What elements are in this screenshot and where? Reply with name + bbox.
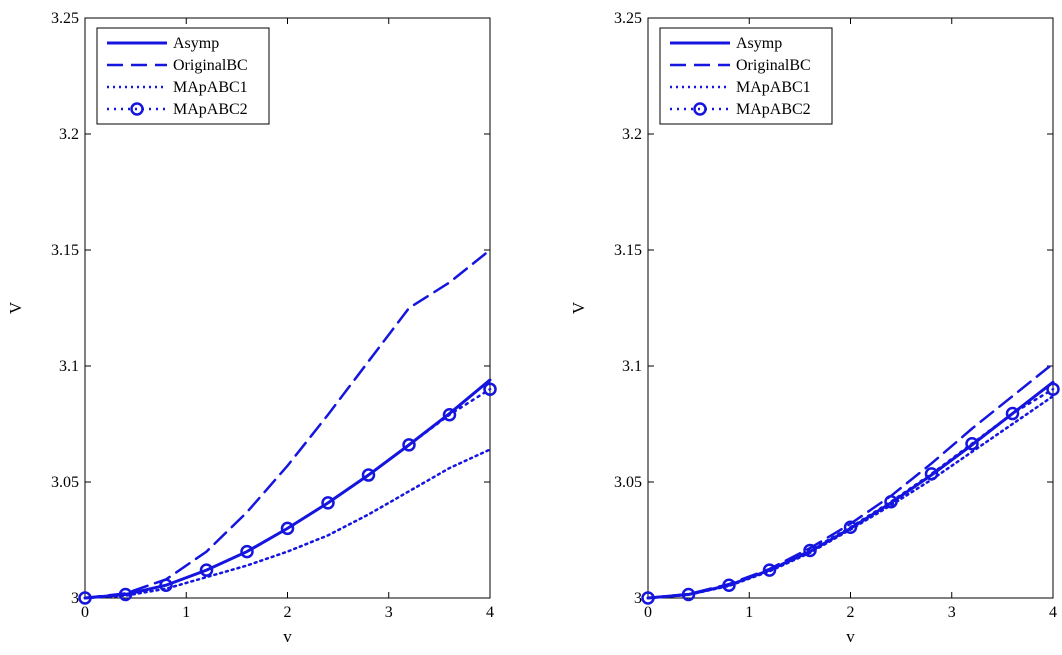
y-tick-label: 3.05 (614, 474, 642, 491)
legend-entry-label: OriginalBC (173, 57, 248, 74)
series-marker-mapabc2 (321, 496, 335, 510)
series-marker-mapabc2 (1005, 406, 1020, 421)
x-tick-label: 0 (644, 604, 652, 621)
x-tick-label: 2 (284, 604, 292, 621)
legend: Asymp OriginalBC MApABC1 MApABC2 (659, 27, 833, 125)
y-tick-label: 3 (634, 590, 642, 607)
series-marker-mapabc2 (924, 467, 939, 481)
legend: Asymp OriginalBC MApABC1 MApABC2 (96, 27, 270, 125)
legend-entry-label: Asymp (736, 35, 782, 52)
series-marker-mapabc2 (884, 494, 898, 509)
series-line-mapabc2 (83, 387, 492, 600)
x-axis-label: v (283, 627, 292, 646)
series-marker-mapabc2 (402, 438, 416, 452)
x-tick-label: 4 (486, 604, 494, 621)
legend-marker (693, 102, 707, 116)
y-tick-label: 3.2 (59, 126, 79, 143)
series-marker-mapabc2 (681, 587, 696, 602)
series-marker-mapabc2 (483, 382, 497, 396)
legend-entry-label: MApABC2 (173, 101, 248, 118)
series-line-mapabc2 (646, 387, 1055, 600)
chart-panel-2: 0 1 2 3 4 3 3.05 3.1 3.15 3.2 3.25 v V Asymp OriginalB… (569, 10, 1060, 646)
x-tick-label: 4 (1049, 604, 1057, 621)
y-tick-label: 3.15 (51, 242, 79, 259)
y-tick-label: 3.2 (622, 126, 642, 143)
series-marker-mapabc2 (78, 591, 92, 605)
series-marker-mapabc2 (965, 436, 979, 451)
series-line-asymp (83, 378, 492, 600)
series-marker-mapabc2 (641, 591, 655, 605)
series-marker-mapabc2 (803, 543, 817, 558)
legend-entry-label: MApABC1 (736, 79, 811, 96)
series-marker-mapabc2 (843, 520, 858, 534)
y-tick-label: 3.1 (59, 358, 79, 375)
y-tick-label: 3.15 (614, 242, 642, 259)
x-tick-label: 3 (948, 604, 956, 621)
series-marker-mapabc2 (762, 563, 777, 577)
y-axis-label: V (569, 301, 588, 314)
series-marker-mapabc2 (199, 563, 214, 577)
x-tick-label: 2 (847, 604, 855, 621)
series-line-asymp (646, 380, 1055, 600)
x-tick-label: 0 (81, 604, 89, 621)
series-marker-mapabc2 (722, 578, 736, 592)
legend-entry-label: MApABC1 (173, 79, 248, 96)
legend-marker (130, 102, 144, 116)
y-tick-label: 3.1 (622, 358, 642, 375)
series-marker-mapabc2 (361, 468, 376, 482)
y-tick-label: 3.25 (51, 10, 79, 27)
series-marker-mapabc2 (1046, 382, 1060, 396)
series-marker-mapabc2 (280, 521, 295, 536)
series-marker-mapabc2 (240, 544, 254, 559)
y-tick-label: 3.25 (614, 10, 642, 27)
x-axis-label: v (846, 627, 855, 646)
legend-entry-label: MApABC2 (736, 101, 811, 118)
legend-entry-label: Asymp (173, 35, 219, 52)
legend-entry-label: OriginalBC (736, 57, 811, 74)
y-tick-label: 3.05 (51, 474, 79, 491)
x-tick-label: 1 (745, 604, 753, 621)
y-axis-label: V (6, 301, 25, 314)
x-tick-label: 1 (182, 604, 190, 621)
series-line-originalbc (83, 248, 492, 600)
series-marker-mapabc2 (442, 407, 457, 422)
series-marker-mapabc2 (118, 587, 133, 602)
series-line-mapabc1 (646, 394, 1055, 600)
series-line-originalbc (646, 362, 1055, 600)
x-tick-label: 3 (385, 604, 393, 621)
y-tick-label: 3 (71, 590, 79, 607)
series-line-mapabc1 (83, 448, 492, 600)
series-marker-mapabc2 (159, 578, 173, 592)
chart-panel-1: 0 1 2 3 4 3 3.05 3.1 3.15 3.2 3.25 v V Asymp OriginalB… (6, 10, 497, 646)
